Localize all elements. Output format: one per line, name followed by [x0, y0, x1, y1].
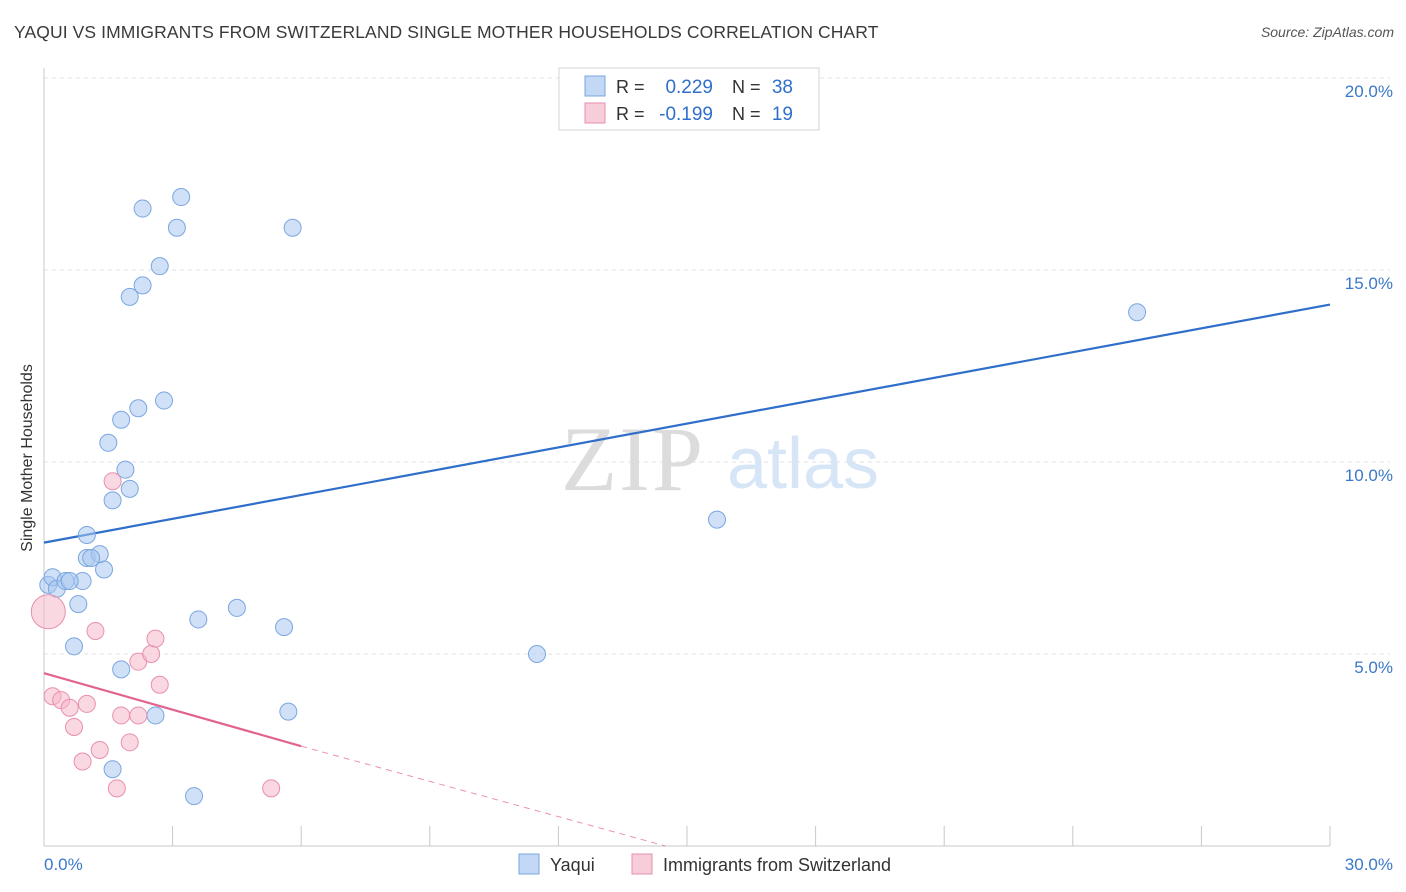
yaqui-point	[172, 188, 191, 207]
axes	[43, 68, 1331, 847]
x-tick-label: 0.0%	[44, 855, 83, 874]
legend-r-value: -0.199	[659, 104, 713, 125]
swiss-point	[120, 733, 139, 752]
swiss-point	[142, 645, 161, 663]
swiss-point	[112, 706, 131, 725]
yaqui-point	[77, 525, 96, 544]
yaqui-point	[185, 787, 204, 806]
swiss-point	[30, 594, 66, 630]
swiss-point	[73, 752, 92, 771]
yaqui-point	[60, 572, 79, 591]
yaqui-point	[103, 491, 122, 510]
yaqui-point	[133, 199, 152, 218]
yaqui-point	[65, 637, 84, 656]
swiss-point	[60, 698, 79, 717]
legend-n-value: 38	[772, 77, 793, 98]
bottom-legend: Yaqui Immigrants from Switzerland	[518, 853, 891, 875]
yaqui-point	[155, 391, 174, 410]
yaqui-point	[708, 510, 727, 529]
legend-r-value: 0.229	[665, 77, 713, 98]
legend-n-value: 19	[772, 104, 793, 125]
yaqui-point	[69, 595, 88, 614]
bottom-legend-swatch	[631, 853, 653, 875]
y-tick-label: 20.0%	[1345, 82, 1393, 101]
bottom-legend-swatch	[518, 853, 540, 875]
legend-swatch	[584, 102, 606, 124]
swiss-point	[262, 779, 281, 798]
swiss-point	[90, 741, 109, 759]
watermark-atlas: atlas	[727, 424, 879, 504]
trend-line	[43, 672, 302, 748]
yaqui-point	[103, 760, 122, 779]
yaqui-point	[82, 549, 101, 567]
trend-line	[43, 303, 1331, 544]
yaqui-point	[279, 702, 298, 721]
swiss-point	[103, 472, 122, 491]
grid-lines	[44, 77, 1390, 655]
legend-box: R = 0.229 N = 38 R = -0.199 N = 19	[558, 67, 820, 131]
yaqui-point	[112, 410, 131, 429]
bottom-legend-label: Immigrants from Switzerland	[663, 855, 891, 875]
yaqui-point	[112, 660, 131, 679]
bottom-legend-label: Yaqui	[550, 855, 595, 875]
yaqui-point	[120, 287, 139, 306]
x-tick-label: 30.0%	[1345, 855, 1393, 874]
trend-lines	[43, 303, 1331, 847]
trend-line-extension	[301, 745, 666, 847]
yaqui-point	[129, 399, 148, 418]
yaqui-point	[189, 610, 208, 629]
yaqui-point	[527, 645, 546, 663]
yaqui-point	[133, 276, 152, 295]
legend-r-label: R =	[616, 104, 645, 124]
yaqui-point	[283, 218, 302, 237]
swiss-point	[150, 675, 169, 694]
chart-title: YAQUI VS IMMIGRANTS FROM SWITZERLAND SIN…	[14, 22, 879, 42]
swiss-point	[65, 717, 84, 736]
swiss-point	[146, 629, 165, 648]
tick-labels: 5.0% 10.0% 15.0% 20.0% 0.0% 30.0%	[44, 82, 1393, 874]
y-tick-label: 5.0%	[1354, 658, 1393, 677]
yaqui-point	[150, 257, 169, 276]
swiss-point	[86, 621, 105, 640]
y-tick-label: 15.0%	[1345, 274, 1393, 293]
legend-n-label: N =	[732, 104, 761, 124]
source-label: Source: ZipAtlas.com	[1260, 24, 1394, 40]
y-tick-label: 10.0%	[1345, 466, 1393, 485]
swiss-point	[129, 706, 148, 725]
legend-n-label: N =	[732, 77, 761, 97]
yaqui-point	[116, 460, 135, 479]
swiss-point	[107, 779, 126, 798]
legend-swatch	[584, 75, 606, 97]
yaqui-point	[1128, 303, 1147, 322]
yaqui-point	[167, 218, 186, 237]
yaqui-point	[227, 598, 246, 617]
yaqui-point	[275, 618, 294, 637]
swiss-point	[77, 694, 96, 713]
yaqui-point	[146, 706, 165, 725]
yaqui-point	[99, 433, 118, 452]
data-points	[30, 188, 1147, 806]
watermark: ZIP atlas	[561, 408, 879, 510]
yaqui-point	[120, 479, 139, 498]
legend-r-label: R =	[616, 77, 645, 97]
